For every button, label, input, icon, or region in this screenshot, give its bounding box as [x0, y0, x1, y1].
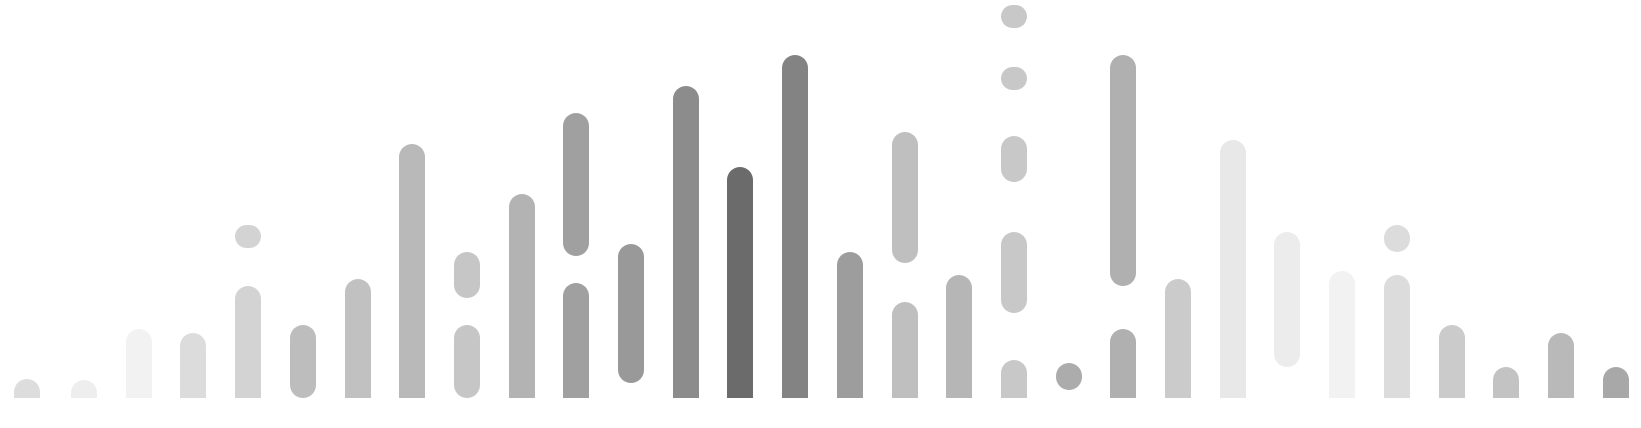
equalizer-segment: [508, 193, 535, 398]
equalizer-segment: [1602, 367, 1629, 398]
equalizer-segment: [672, 86, 699, 398]
equalizer-segment: [344, 278, 371, 398]
equalizer-segment: [1110, 55, 1137, 287]
equalizer-segment: [727, 167, 754, 398]
equalizer-segment: [891, 132, 918, 264]
equalizer-segment: [235, 286, 262, 398]
equalizer-segment: [453, 251, 480, 298]
equalizer-segment: [1055, 363, 1082, 391]
equalizer-segment: [891, 301, 918, 398]
equalizer-segment: [1329, 270, 1356, 398]
equalizer-segment: [1000, 359, 1027, 398]
equalizer-segment: [399, 143, 426, 398]
equalizer-segment: [1493, 367, 1520, 398]
equalizer-segment: [1219, 140, 1246, 398]
equalizer-segment: [563, 113, 590, 256]
equalizer-segment: [1438, 324, 1465, 398]
equalizer-segment: [782, 55, 809, 398]
equalizer-segment: [180, 332, 207, 398]
equalizer-segment: [1383, 274, 1410, 398]
equalizer-segment: [1000, 136, 1027, 183]
equalizer-segment: [289, 324, 316, 398]
equalizer-segment: [1000, 66, 1027, 90]
equalizer-segment: [1110, 328, 1137, 398]
equalizer-segment: [1383, 224, 1410, 252]
equalizer-segment: [563, 282, 590, 398]
equalizer-segment: [125, 328, 152, 398]
equalizer-segment: [1274, 232, 1301, 368]
equalizer-segment: [1165, 278, 1192, 398]
equalizer-segment: [836, 251, 863, 398]
equalizer-segment: [946, 274, 973, 398]
equalizer-segment: [1000, 232, 1027, 314]
equalizer-segment: [14, 378, 41, 398]
equalizer-segment: [1547, 332, 1574, 398]
equalizer-segment: [235, 224, 262, 248]
equalizer-segment: [618, 244, 645, 383]
equalizer-segment: [71, 380, 98, 398]
equalizer-segment: [1000, 5, 1027, 29]
equalizer-segment: [453, 324, 480, 398]
